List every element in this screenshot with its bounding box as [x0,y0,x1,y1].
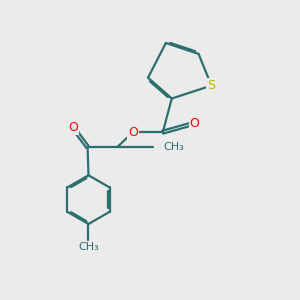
Text: O: O [128,126,138,139]
Text: S: S [207,79,215,92]
Text: O: O [190,117,200,130]
Text: O: O [68,121,78,134]
Text: CH₃: CH₃ [78,242,99,252]
Text: CH₃: CH₃ [164,142,184,152]
